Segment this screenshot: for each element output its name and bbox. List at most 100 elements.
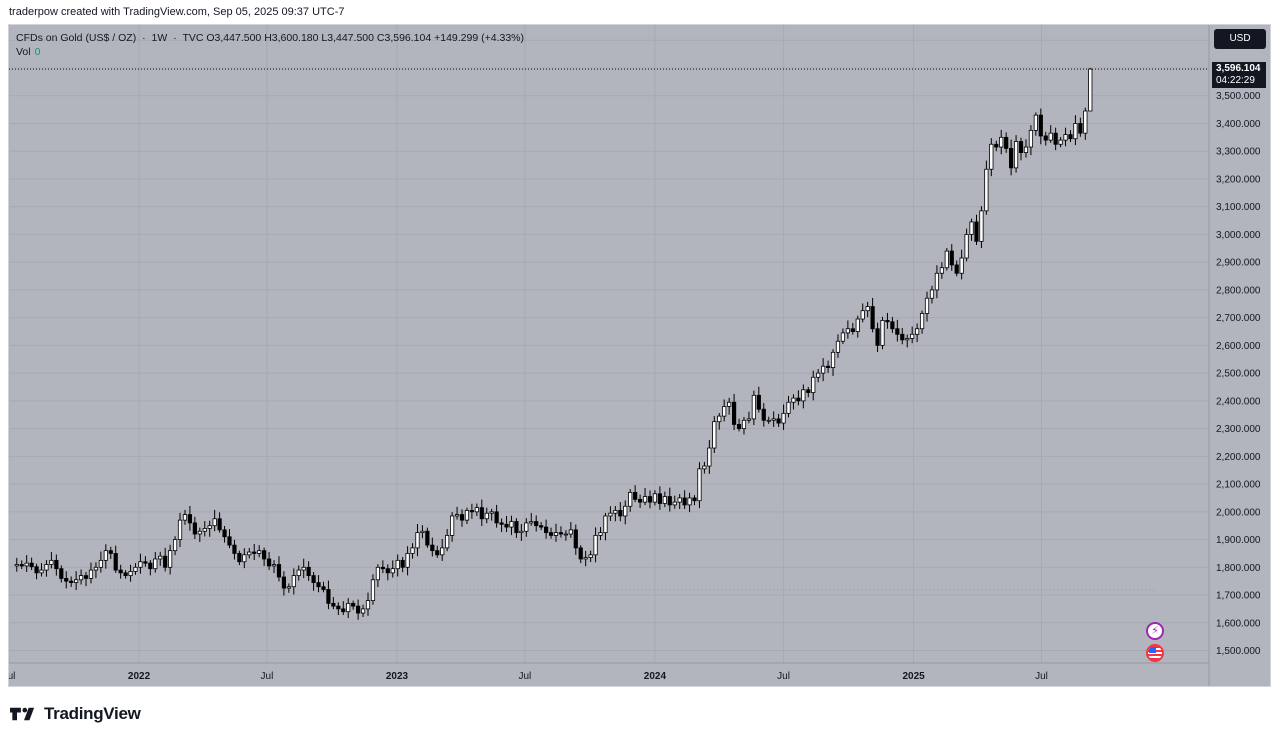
candle-body[interactable]: [445, 534, 450, 549]
candle-body[interactable]: [484, 512, 489, 520]
candle-body[interactable]: [148, 562, 153, 570]
candle-body[interactable]: [128, 571, 133, 577]
candle-body[interactable]: [900, 333, 905, 341]
candle-body[interactable]: [182, 514, 188, 521]
candle-body[interactable]: [440, 547, 445, 556]
candle-body[interactable]: [168, 550, 173, 568]
candle-body[interactable]: [544, 526, 549, 534]
candle-body[interactable]: [356, 605, 361, 614]
candle-body[interactable]: [850, 328, 855, 332]
candle-body[interactable]: [697, 468, 702, 502]
candle-body[interactable]: [915, 328, 920, 335]
candle-body[interactable]: [351, 602, 356, 607]
candle-body[interactable]: [816, 372, 821, 378]
candle-body[interactable]: [890, 321, 895, 330]
candle-body[interactable]: [509, 521, 514, 528]
candle-body[interactable]: [919, 313, 925, 330]
candle-body[interactable]: [435, 550, 440, 556]
candle-body[interactable]: [360, 608, 366, 614]
candle-body[interactable]: [197, 530, 202, 535]
candle-body[interactable]: [78, 575, 84, 581]
candle-body[interactable]: [563, 533, 568, 536]
candle-body[interactable]: [158, 555, 163, 560]
candle-body[interactable]: [69, 580, 74, 583]
candle-body[interactable]: [271, 564, 277, 567]
candle-body[interactable]: [1023, 146, 1029, 154]
candle-body[interactable]: [237, 553, 242, 563]
candle-body[interactable]: [252, 551, 257, 554]
candle-body[interactable]: [959, 257, 964, 274]
candle-body[interactable]: [642, 496, 648, 503]
candle-body[interactable]: [336, 605, 341, 610]
candle-body[interactable]: [712, 421, 717, 449]
candle-body[interactable]: [949, 250, 954, 266]
tradingview-brand[interactable]: TradingView: [10, 704, 141, 724]
candle-body[interactable]: [687, 497, 692, 506]
candle-body[interactable]: [746, 418, 752, 421]
candle-body[interactable]: [830, 351, 836, 368]
candle-body[interactable]: [731, 401, 737, 425]
candle-body[interactable]: [311, 575, 316, 583]
candle-body[interactable]: [529, 521, 534, 524]
candle-body[interactable]: [880, 320, 885, 346]
candle-body[interactable]: [568, 529, 573, 535]
candle-body[interactable]: [781, 412, 786, 424]
candle-body[interactable]: [598, 532, 603, 536]
candle-body[interactable]: [1068, 134, 1073, 140]
us-flag-icon[interactable]: [1146, 644, 1164, 662]
candle-body[interactable]: [791, 397, 796, 403]
candle-body[interactable]: [677, 497, 682, 503]
candle-body[interactable]: [291, 575, 296, 588]
candle-body[interactable]: [138, 561, 143, 568]
candle-body[interactable]: [64, 577, 69, 582]
candle-body[interactable]: [321, 586, 326, 590]
candle-body[interactable]: [929, 289, 935, 299]
candle-body[interactable]: [450, 515, 455, 536]
symbol-legend[interactable]: CFDs on Gold (US$ / OZ) · 1W · TVC O3,44…: [16, 31, 524, 59]
candle-body[interactable]: [395, 559, 400, 570]
candle-body[interactable]: [875, 328, 880, 346]
candle-body[interactable]: [390, 568, 395, 574]
candle-body[interactable]: [865, 306, 870, 312]
candle-body[interactable]: [257, 550, 262, 554]
candle-body[interactable]: [1013, 141, 1019, 169]
candle-body[interactable]: [905, 338, 910, 341]
candle-body[interactable]: [994, 143, 999, 148]
candle-body[interactable]: [266, 558, 272, 567]
chart-frame[interactable]: 1,500.000 1,600.000 1,700.000 1,800.000 1,90…: [8, 24, 1271, 687]
candle-body[interactable]: [860, 310, 865, 320]
symbol-name[interactable]: CFDs on Gold (US$ / OZ): [16, 32, 137, 44]
candle-body[interactable]: [1004, 136, 1009, 149]
candle-body[interactable]: [301, 566, 306, 571]
lightning-icon[interactable]: ⚡: [1146, 622, 1164, 640]
candle-body[interactable]: [207, 525, 212, 529]
candle-body[interactable]: [405, 553, 410, 568]
candle-body[interactable]: [420, 530, 425, 534]
candle-body[interactable]: [1078, 123, 1083, 134]
price-axis-background[interactable]: [1209, 25, 1271, 687]
candle-body[interactable]: [34, 566, 39, 574]
candle-body[interactable]: [825, 365, 831, 368]
candle-body[interactable]: [964, 234, 969, 259]
candle-body[interactable]: [212, 518, 217, 527]
candle-body[interactable]: [306, 566, 311, 577]
candle-body[interactable]: [979, 210, 984, 242]
candle-body[interactable]: [924, 297, 930, 314]
candle-body[interactable]: [222, 529, 227, 538]
candle-body[interactable]: [870, 306, 875, 330]
candle-body[interactable]: [618, 510, 623, 517]
candle-body[interactable]: [59, 568, 64, 579]
candle-body[interactable]: [163, 555, 168, 568]
candle-body[interactable]: [1043, 135, 1048, 141]
candle-body[interactable]: [242, 554, 247, 563]
candle-body[interactable]: [801, 389, 806, 402]
candle-body[interactable]: [1083, 110, 1088, 134]
candle-body[interactable]: [286, 586, 291, 589]
candle-body[interactable]: [49, 559, 54, 565]
candle-body[interactable]: [326, 589, 331, 604]
candle-body[interactable]: [276, 564, 282, 578]
candle-body[interactable]: [999, 136, 1004, 148]
candle-body[interactable]: [54, 559, 59, 570]
candle-body[interactable]: [786, 401, 791, 414]
candle-body[interactable]: [652, 493, 658, 503]
